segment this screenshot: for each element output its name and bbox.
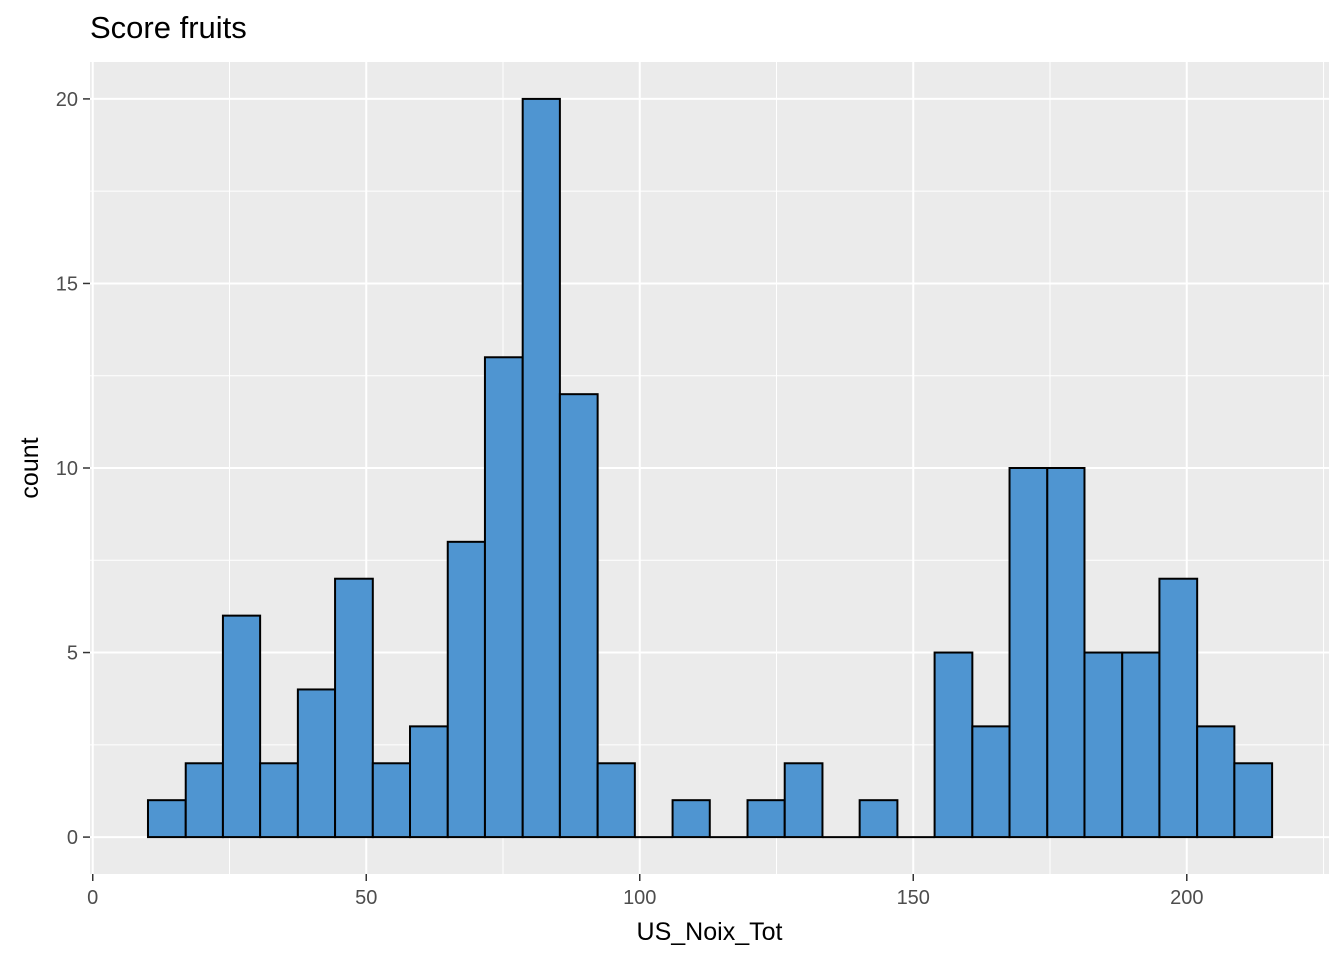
x-axis: 0 50 100 150 200 — [87, 874, 1203, 909]
histogram-bar — [146, 799, 187, 839]
histogram-bar — [483, 356, 524, 839]
histogram-bar — [1046, 467, 1086, 839]
histogram-bar — [221, 614, 262, 839]
histogram-bar — [1083, 651, 1124, 839]
y-axis-label: count — [16, 437, 44, 498]
histogram-bar — [296, 688, 337, 839]
histogram-bar — [971, 725, 1011, 839]
y-tick-label: 15 — [56, 273, 78, 295]
histogram-bar — [1121, 651, 1161, 839]
histogram-bar — [184, 762, 224, 839]
histogram-bar — [783, 762, 824, 839]
y-tick-label: 5 — [67, 643, 78, 665]
histogram-bar — [521, 97, 561, 839]
x-tick-label: 100 — [623, 887, 656, 909]
histogram-bar — [746, 799, 786, 839]
histogram-bar — [1233, 762, 1274, 839]
histogram-bar — [409, 725, 449, 839]
histogram-bar — [596, 762, 636, 839]
histogram-bar — [671, 799, 711, 839]
histogram-bar — [1196, 725, 1236, 839]
histogram-bar — [446, 540, 486, 839]
x-tick-label: 150 — [897, 887, 930, 909]
histogram-bar — [1008, 467, 1049, 839]
x-tick-label: 0 — [87, 887, 98, 909]
histogram-bar — [933, 651, 974, 839]
histogram-bar — [1158, 577, 1199, 839]
bars — [146, 97, 1274, 839]
x-tick-label: 50 — [355, 887, 377, 909]
histogram-bar — [371, 762, 412, 839]
y-tick-label: 20 — [56, 89, 78, 111]
x-axis-label: US_Noix_Tot — [637, 918, 783, 946]
y-tick-label: 0 — [67, 827, 78, 849]
chart-title: Score fruits — [90, 10, 247, 45]
histogram-bar — [558, 393, 599, 839]
histogram-bar — [858, 799, 899, 839]
y-axis: 0 5 10 15 20 — [56, 89, 90, 849]
histogram-bar — [259, 762, 299, 839]
x-tick-label: 200 — [1170, 887, 1203, 909]
y-tick-label: 10 — [56, 458, 78, 480]
histogram-bar — [334, 577, 374, 839]
